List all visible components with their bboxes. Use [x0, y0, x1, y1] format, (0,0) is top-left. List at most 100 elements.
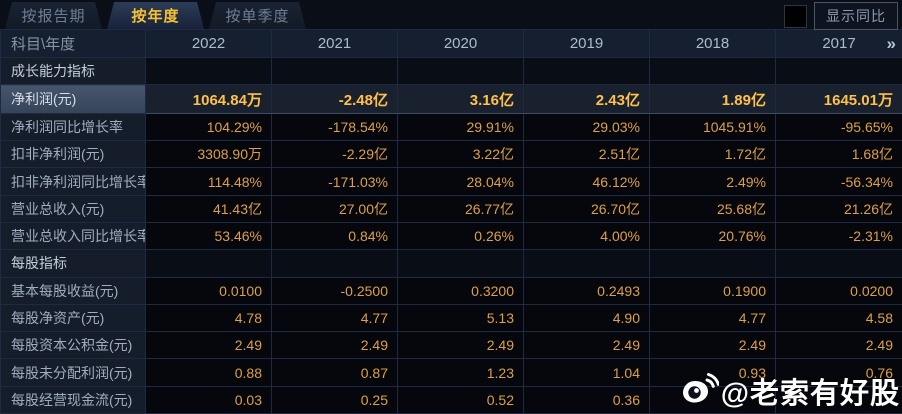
value-cell: 2.49: [649, 331, 776, 360]
value-cell: 1.23: [397, 358, 524, 387]
value-cell: 0.93: [649, 358, 776, 387]
value-cell: 2.43亿: [523, 84, 650, 114]
value-cell: -0.2500: [271, 276, 398, 305]
row-label: 每股经营现金流(元): [0, 385, 146, 414]
value-cell: 1045.91%: [649, 112, 776, 142]
value-cell: 2.49: [523, 331, 650, 360]
value-cell: 114.48%: [145, 167, 272, 196]
value-cell: -178.54%: [271, 112, 398, 142]
value-cell: 1.89亿: [649, 84, 776, 114]
value-cell: 104.29%: [145, 112, 272, 142]
table-row: 每股未分配利润(元) 0.88 0.87 1.23 1.04 0.93 0.76: [0, 358, 902, 387]
section-label: 成长能力指标: [0, 56, 146, 86]
value-cell: -2.31%: [775, 221, 902, 251]
row-label: 净利润同比增长率: [0, 112, 146, 142]
value-cell: 0.0200: [775, 276, 902, 305]
value-cell: 0.88: [145, 358, 272, 387]
year-header-2019: 2019: [523, 29, 650, 58]
table-row: 净利润(元) 1064.84万 -2.48亿 3.16亿 2.43亿 1.89亿 1645.…: [0, 84, 902, 114]
value-cell: 29.03%: [523, 112, 650, 142]
value-cell: 1.04: [523, 358, 650, 387]
value-cell: 1.68亿: [775, 140, 902, 169]
value-cell: [649, 56, 776, 86]
year-header-2018: 2018: [649, 29, 776, 58]
value-cell: 5.13: [397, 303, 524, 333]
year-header-2020: 2020: [397, 29, 524, 58]
row-label: 每股净资产(元): [0, 303, 146, 333]
value-cell: [775, 56, 902, 86]
row-label: 净利润(元): [0, 84, 146, 114]
value-cell: -95.65%: [775, 112, 902, 142]
value-cell: 26.70亿: [523, 194, 650, 223]
value-cell: 0.0100: [145, 276, 272, 305]
row-label: 扣非净利润同比增长率: [0, 167, 146, 196]
value-cell: 21.26亿: [775, 194, 902, 223]
value-cell: 1.72亿: [649, 140, 776, 169]
show-yoy-label[interactable]: 显示同比: [814, 2, 898, 30]
table-row: 基本每股收益(元) 0.0100 -0.2500 0.3200 0.2493 0.1900…: [0, 276, 902, 305]
table-row: 营业总收入(元) 41.43亿 27.00亿 26.77亿 26.70亿 25.68亿 21…: [0, 194, 902, 223]
corner-header: 科目\年度: [0, 29, 146, 58]
value-cell: [397, 249, 524, 278]
row-label: 每股未分配利润(元): [0, 358, 146, 387]
section-label: 每股指标: [0, 249, 146, 278]
value-cell: 27.00亿: [271, 194, 398, 223]
tab-quarterly[interactable]: 按单季度: [209, 2, 306, 29]
value-cell: 3308.90万: [145, 140, 272, 169]
value-cell: -171.03%: [271, 167, 398, 196]
value-cell: 28.04%: [397, 167, 524, 196]
row-label: 扣非净利润(元): [0, 140, 146, 169]
value-cell: -56.34%: [775, 167, 902, 196]
row-label: 营业总收入同比增长率: [0, 221, 146, 251]
value-cell: [145, 56, 272, 86]
value-cell: 3.22亿: [397, 140, 524, 169]
year-header-2017: 2017»: [775, 29, 902, 58]
table-row: 净利润同比增长率 104.29% -178.54% 29.91% 29.03% 1045.…: [0, 112, 902, 142]
value-cell: [523, 56, 650, 86]
show-yoy-checkbox[interactable]: [784, 4, 807, 28]
table-row: 扣非净利润同比增长率 114.48% -171.03% 28.04% 46.12% 2.4…: [0, 167, 902, 196]
show-yoy-control: 显示同比: [784, 2, 898, 30]
table-header-row: 科目\年度 2022 2021 2020 2019 2018 2017»: [0, 29, 902, 58]
value-cell: 0.76: [775, 358, 902, 387]
value-cell: 0.3200: [397, 276, 524, 305]
value-cell: 2.49: [145, 331, 272, 360]
value-cell: 2.49: [397, 331, 524, 360]
value-cell: 0.1900: [649, 276, 776, 305]
value-cell: [775, 249, 902, 278]
value-cell: 4.77: [271, 303, 398, 333]
value-cell: 0.25: [271, 385, 398, 414]
value-cell: 25.68亿: [649, 194, 776, 223]
year-header-2021: 2021: [271, 29, 398, 58]
section-row: 每股指标: [0, 249, 902, 278]
value-cell: 2.49%: [649, 167, 776, 196]
table-row: 扣非净利润(元) 3308.90万 -2.29亿 3.22亿 2.51亿 1.72亿 1.6…: [0, 140, 902, 169]
table-body: 成长能力指标 净利润(元) 1064.84万 -2.48亿 3.16亿 2.43亿 1.89…: [0, 56, 902, 414]
value-cell: 2.49: [775, 331, 902, 360]
value-cell: 41.43亿: [145, 194, 272, 223]
row-label: 基本每股收益(元): [0, 276, 146, 305]
value-cell: 0.84%: [271, 221, 398, 251]
value-cell: 2.49: [271, 331, 398, 360]
tab-report-period[interactable]: 按报告期: [5, 2, 102, 29]
value-cell: [775, 385, 902, 414]
value-cell: [145, 249, 272, 278]
value-cell: 0.52: [397, 385, 524, 414]
value-cell: 1645.01万: [775, 84, 902, 114]
value-cell: 29.91%: [397, 112, 524, 142]
value-cell: 0.87: [271, 358, 398, 387]
value-cell: 46.12%: [523, 167, 650, 196]
value-cell: 3.16亿: [397, 84, 524, 114]
value-cell: [271, 249, 398, 278]
tab-annual[interactable]: 按年度: [107, 2, 204, 29]
value-cell: [649, 385, 776, 414]
value-cell: [271, 56, 398, 86]
tab-bar: 按报告期 按年度 按单季度 显示同比: [0, 0, 902, 30]
value-cell: -2.48亿: [271, 84, 398, 114]
more-years-icon[interactable]: »: [886, 33, 896, 53]
value-cell: 4.00%: [523, 221, 650, 251]
table-row: 每股净资产(元) 4.78 4.77 5.13 4.90 4.77 4.58: [0, 303, 902, 333]
value-cell: 2.51亿: [523, 140, 650, 169]
value-cell: 4.77: [649, 303, 776, 333]
